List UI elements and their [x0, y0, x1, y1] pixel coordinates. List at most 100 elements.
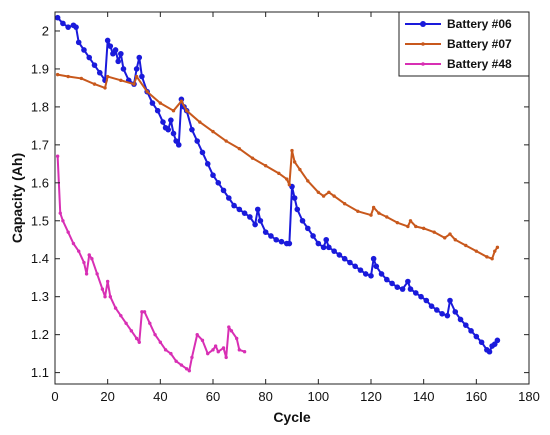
- data-point: [408, 219, 413, 223]
- data-point: [163, 348, 168, 352]
- data-point: [473, 333, 480, 340]
- data-point: [242, 350, 247, 354]
- data-point: [216, 350, 220, 354]
- series-3: [55, 154, 247, 373]
- data-point: [174, 359, 178, 363]
- data-point: [55, 72, 60, 77]
- data-point: [474, 249, 479, 253]
- data-point: [407, 286, 414, 292]
- data-point: [421, 226, 426, 231]
- data-point: [378, 271, 385, 277]
- x-tick-label: 100: [307, 389, 329, 404]
- x-tick-label: 120: [360, 389, 382, 404]
- data-point: [86, 54, 93, 61]
- data-point: [369, 213, 373, 217]
- y-tick-label: 1.8: [31, 99, 49, 114]
- data-point: [247, 214, 253, 220]
- data-point: [204, 161, 211, 167]
- data-point: [198, 120, 202, 124]
- data-point: [170, 130, 177, 137]
- data-point: [175, 142, 182, 148]
- data-point: [165, 126, 172, 133]
- data-point: [100, 287, 105, 291]
- series-line: [56, 156, 245, 372]
- data-point: [468, 328, 474, 334]
- data-point: [118, 50, 124, 57]
- data-point: [108, 294, 113, 299]
- data-point: [158, 101, 163, 105]
- data-point: [158, 340, 163, 344]
- data-point: [428, 303, 435, 309]
- data-point: [184, 367, 189, 371]
- data-point: [389, 280, 395, 287]
- y-tick-label: 1.1: [31, 365, 49, 380]
- data-point: [224, 139, 228, 143]
- data-point: [73, 24, 79, 30]
- data-point: [187, 369, 191, 373]
- data-point: [194, 138, 200, 144]
- data-point: [81, 47, 87, 53]
- data-point: [179, 99, 184, 103]
- data-point: [115, 58, 121, 65]
- data-point: [105, 74, 110, 79]
- data-point: [66, 230, 70, 234]
- data-point: [453, 238, 457, 242]
- data-point: [478, 339, 485, 346]
- legend-swatch-marker: [421, 42, 425, 46]
- y-tick-label: 1.3: [31, 289, 49, 304]
- data-point: [493, 249, 497, 253]
- data-point: [291, 195, 298, 201]
- data-point: [77, 249, 81, 253]
- data-point: [168, 117, 174, 123]
- data-point: [463, 322, 469, 328]
- data-point: [142, 310, 147, 314]
- data-point: [273, 236, 280, 243]
- data-point: [352, 263, 359, 270]
- data-point: [195, 332, 199, 337]
- data-point: [90, 257, 94, 261]
- data-point: [464, 243, 468, 248]
- data-point: [444, 312, 451, 319]
- data-point: [286, 240, 293, 247]
- data-point: [134, 336, 139, 341]
- data-point: [200, 338, 205, 343]
- data-point: [92, 82, 97, 86]
- data-point: [306, 179, 310, 183]
- data-point: [321, 194, 326, 198]
- data-point: [119, 78, 123, 83]
- data-point: [323, 236, 330, 243]
- data-point: [169, 351, 173, 356]
- data-point: [356, 209, 360, 213]
- x-tick-label: 60: [206, 389, 220, 404]
- data-point: [132, 82, 136, 86]
- data-point: [399, 286, 406, 292]
- data-point: [241, 210, 248, 216]
- data-point: [119, 313, 123, 318]
- data-point: [341, 255, 348, 262]
- data-point: [394, 284, 401, 291]
- data-point: [362, 271, 369, 277]
- data-point: [320, 244, 327, 251]
- y-tick-label: 1.2: [31, 327, 49, 342]
- data-point: [58, 211, 62, 215]
- y-tick-label: 1.5: [31, 213, 49, 228]
- data-point: [61, 219, 65, 223]
- y-axis-label: Capacity (Ah): [9, 153, 25, 243]
- series-line: [57, 73, 499, 260]
- ticks-layer: 0 20 40 60 80 100 120 140 160 180 1.1 1.2 1.3 1.4 1.5 1…: [31, 12, 540, 404]
- data-point: [215, 180, 222, 186]
- data-point: [252, 221, 258, 228]
- data-point: [257, 217, 264, 224]
- y-tick-label: 1.7: [31, 137, 49, 152]
- data-point: [485, 255, 489, 259]
- x-axis-label: Cycle: [273, 409, 311, 425]
- data-point: [357, 267, 364, 273]
- data-point: [368, 273, 374, 279]
- data-point: [262, 229, 269, 235]
- data-point: [268, 233, 274, 239]
- data-point: [220, 187, 227, 194]
- data-point: [60, 20, 66, 27]
- data-point: [221, 346, 226, 350]
- data-point: [71, 241, 76, 246]
- legend-label: Battery #48: [447, 57, 512, 71]
